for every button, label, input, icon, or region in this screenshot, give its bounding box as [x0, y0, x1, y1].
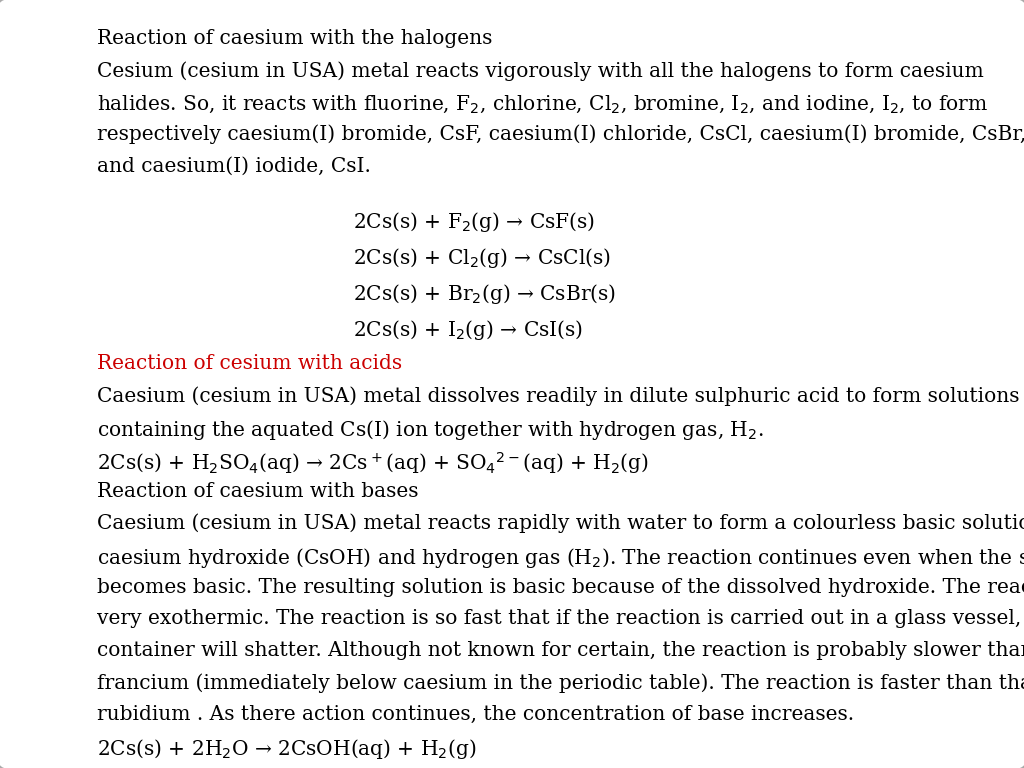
Text: container will shatter. Although not known for certain, the reaction is probably: container will shatter. Although not kno… — [97, 641, 1024, 660]
Text: and caesium(I) iodide, CsI.: and caesium(I) iodide, CsI. — [97, 157, 371, 176]
Text: very exothermic. The reaction is so fast that if the reaction is carried out in : very exothermic. The reaction is so fast… — [97, 610, 1024, 628]
Text: halides. So, it reacts with fluorine, F$_2$, chlorine, Cl$_2$, bromine, I$_2$, a: halides. So, it reacts with fluorine, F$… — [97, 93, 988, 114]
Text: 2Cs(s) + I$_2$(g) → CsI(s): 2Cs(s) + I$_2$(g) → CsI(s) — [353, 319, 584, 343]
Text: 2Cs(s) + F$_2$(g) → CsF(s): 2Cs(s) + F$_2$(g) → CsF(s) — [353, 210, 596, 234]
Text: becomes basic. The resulting solution is basic because of the dissolved hydroxid: becomes basic. The resulting solution is… — [97, 578, 1024, 597]
Text: respectively caesium(I) bromide, CsF, caesium(I) chloride, CsCl, caesium(I) brom: respectively caesium(I) bromide, CsF, ca… — [97, 124, 1024, 144]
Text: containing the aquated Cs(I) ion together with hydrogen gas, H$_2$.: containing the aquated Cs(I) ion togethe… — [97, 419, 764, 442]
Text: 2Cs(s) + H$_2$SO$_4$(aq) → 2Cs$^+$(aq) + SO$_4$$^{2-}$(aq) + H$_2$(g): 2Cs(s) + H$_2$SO$_4$(aq) → 2Cs$^+$(aq) +… — [97, 450, 649, 476]
Text: caesium hydroxide (CsOH) and hydrogen gas (H$_2$). The reaction continues even w: caesium hydroxide (CsOH) and hydrogen ga… — [97, 545, 1024, 570]
Text: Caesium (cesium in USA) metal dissolves readily in dilute sulphuric acid to form: Caesium (cesium in USA) metal dissolves … — [97, 386, 1020, 406]
Text: Reaction of caesium with the halogens: Reaction of caesium with the halogens — [97, 29, 493, 48]
Text: Reaction of cesium with acids: Reaction of cesium with acids — [97, 355, 402, 373]
Text: Reaction of caesium with bases: Reaction of caesium with bases — [97, 482, 419, 501]
Text: rubidium . As there action continues, the concentration of base increases.: rubidium . As there action continues, th… — [97, 705, 854, 724]
Text: Caesium (cesium in USA) metal reacts rapidly with water to form a colourless bas: Caesium (cesium in USA) metal reacts rap… — [97, 514, 1024, 534]
Text: 2Cs(s) + Cl$_2$(g) → CsCl(s): 2Cs(s) + Cl$_2$(g) → CsCl(s) — [353, 246, 611, 270]
Text: Cesium (cesium in USA) metal reacts vigorously with all the halogens to form cae: Cesium (cesium in USA) metal reacts vigo… — [97, 61, 984, 81]
Text: 2Cs(s) + 2H$_2$O → 2CsOH(aq) + H$_2$(g): 2Cs(s) + 2H$_2$O → 2CsOH(aq) + H$_2$(g) — [97, 737, 477, 761]
Text: 2Cs(s) + Br$_2$(g) → CsBr(s): 2Cs(s) + Br$_2$(g) → CsBr(s) — [353, 283, 616, 306]
Text: francium (immediately below caesium in the periodic table). The reaction is fast: francium (immediately below caesium in t… — [97, 673, 1024, 693]
